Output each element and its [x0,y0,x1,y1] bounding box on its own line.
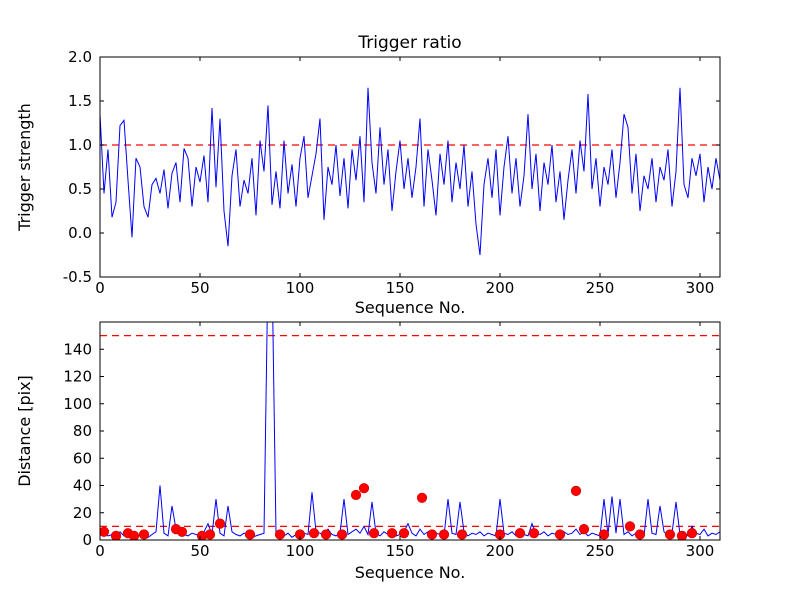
y-tick-label: 140 [63,340,92,358]
trigger-marker [204,529,216,540]
trigger-marker [686,528,698,539]
y-tick-label: 120 [63,368,92,386]
trigger-marker [634,529,646,540]
trigger-marker [336,529,348,540]
trigger-marker [570,485,582,497]
trigger-marker [110,530,122,540]
trigger-marker [308,528,320,539]
signal-line [100,87,720,256]
trigger-marker [100,526,110,537]
y-tick-label: 60 [73,449,92,467]
axes-frame [99,321,721,541]
x-tick-label: 150 [386,542,415,560]
x-tick-label: 0 [95,279,105,297]
trigger-marker [386,528,398,539]
trigger-marker [176,526,188,537]
trigger-marker [554,529,566,540]
y-tick-label: 1.0 [68,136,92,154]
x-tick-label: 200 [486,542,515,560]
trigger-marker [244,529,256,540]
y-tick-label: 0 [82,531,92,549]
trigger-marker [138,529,150,540]
y-tick-label: 1.5 [68,92,92,110]
x-tick-label: 250 [586,279,615,297]
x-tick-label: 50 [190,542,209,560]
subplot-2: 0 50 100 150 200 250 300 0 20 40 60 80 100 120 140 Sequ… [15,321,721,582]
trigger-marker [214,518,226,529]
x-tick-label: 150 [386,279,415,297]
x-tick-label: 0 [95,542,105,560]
trigger-marker [624,521,636,532]
trigger-marker [426,529,438,540]
trigger-marker [320,529,332,540]
x-axis-label: Sequence No. [355,298,466,317]
axes-frame [99,56,721,278]
trigger-marker [676,530,688,540]
x-tick-label: 250 [586,542,615,560]
x-tick-label: 50 [190,279,209,297]
trigger-marker [664,529,676,540]
x-tick-label: 300 [686,542,715,560]
trigger-marker [438,529,450,540]
chart-title: Trigger ratio [357,33,461,53]
trigger-marker [578,523,590,535]
trigger-marker [398,528,410,539]
trigger-marker [598,529,610,540]
trigger-marker [350,489,362,501]
y-axis-label: Distance [pix] [15,375,34,487]
y-tick-label: -0.5 [63,268,92,286]
y-tick-label: 20 [73,504,92,522]
trigger-marker [128,530,140,540]
trigger-marker [368,528,380,539]
trigger-marker [456,529,468,540]
x-tick-label: 100 [286,542,315,560]
y-tick-label: 0.5 [68,180,92,198]
y-tick-label: 40 [73,477,92,495]
y-tick-label: 2.0 [68,48,92,66]
trigger-marker [528,528,540,539]
x-axis-label: Sequence No. [355,563,466,582]
y-tick-label: 80 [73,422,92,440]
x-tick-label: 100 [286,279,315,297]
x-tick-label: 200 [486,279,515,297]
trigger-marker [274,529,286,540]
trigger-marker [416,492,428,503]
y-tick-label: 0.0 [68,224,92,242]
subplot-1: 0 50 100 150 200 250 300 -0.5 0.0 0.5 1.0 1.5 2.0 Tri… [15,33,721,317]
trigger-marker [514,528,526,539]
y-axis-label: Trigger strength [15,103,34,232]
x-tick-label: 300 [686,279,715,297]
y-tick-label: 100 [63,395,92,413]
trigger-marker [358,483,370,494]
